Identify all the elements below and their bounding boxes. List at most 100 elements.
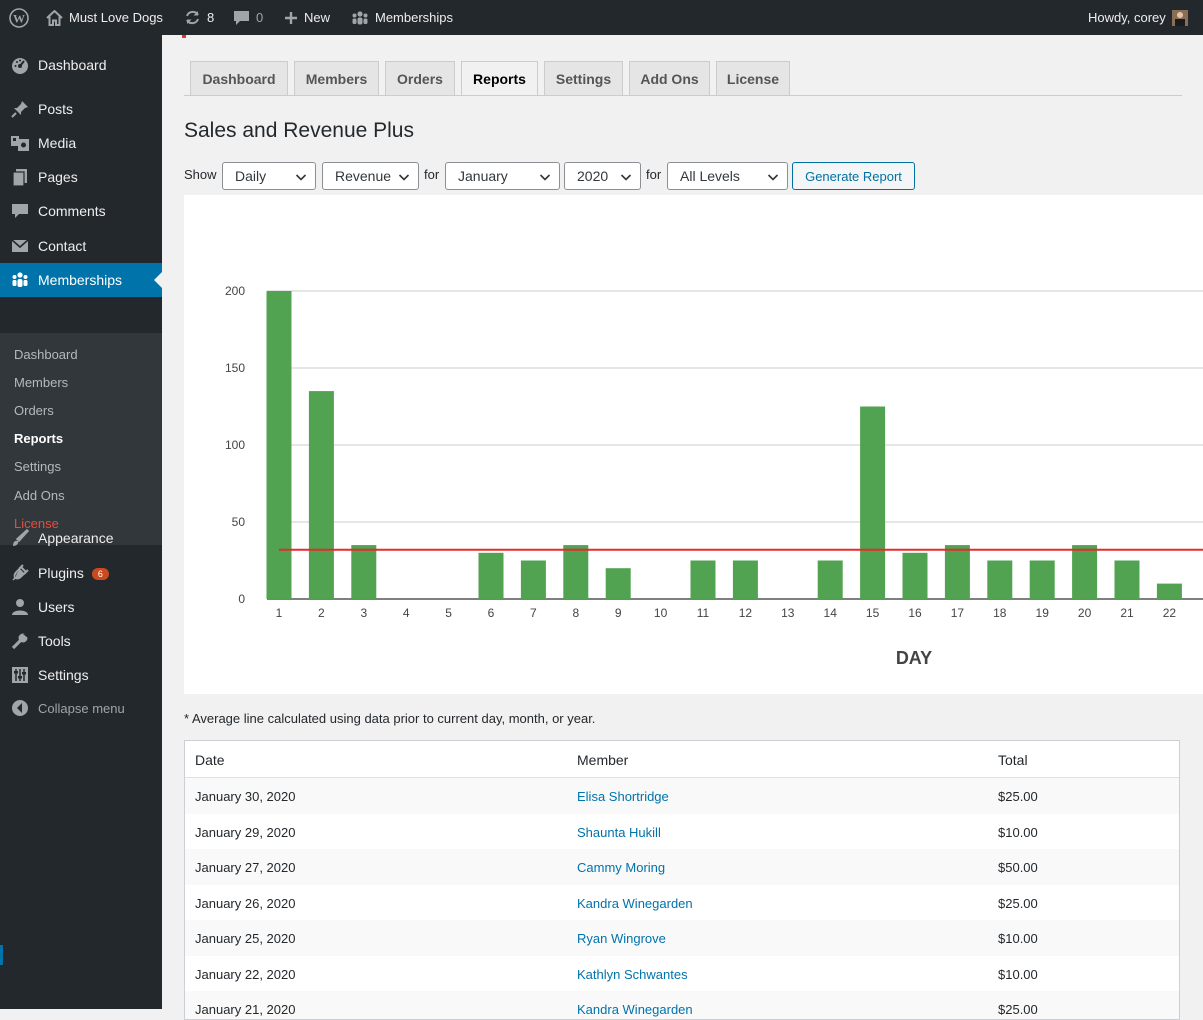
- bar: [987, 560, 1013, 599]
- my-account-link[interactable]: Howdy, corey: [1088, 0, 1188, 35]
- month-select[interactable]: January: [445, 162, 560, 190]
- year-select[interactable]: 2020: [564, 162, 641, 190]
- wordpress-logo-icon[interactable]: W: [9, 0, 29, 35]
- admin-sidebar: Dashboard Posts Media Pages Comments Con…: [0, 35, 162, 1009]
- y-tick-label: 200: [225, 284, 245, 298]
- submenu-dashboard[interactable]: Dashboard: [14, 347, 78, 362]
- comment-bubble-icon: [233, 10, 250, 26]
- notice-edge: [182, 35, 186, 38]
- svg-text:W: W: [13, 11, 25, 25]
- tab-add-ons[interactable]: Add Ons: [629, 61, 710, 96]
- tab-dashboard[interactable]: Dashboard: [190, 61, 288, 96]
- member-link[interactable]: Elisa Shortridge: [577, 789, 669, 804]
- orders-table: Date Member Total January 30, 2020 Elisa …: [184, 740, 1180, 1020]
- x-tick-label: 2: [318, 606, 325, 620]
- chevron-down-icon: [620, 170, 632, 182]
- member-link[interactable]: Kandra Winegarden: [577, 1002, 693, 1017]
- site-name-link[interactable]: Must Love Dogs: [46, 0, 163, 35]
- period-select[interactable]: Daily: [222, 162, 316, 190]
- menu-plugins[interactable]: Plugins 6: [0, 556, 162, 590]
- menu-pages[interactable]: Pages: [0, 160, 162, 194]
- member-link[interactable]: Shaunta Hukill: [577, 824, 661, 840]
- updates-link[interactable]: 8: [184, 0, 214, 35]
- menu-comments[interactable]: Comments: [0, 194, 162, 228]
- level-select[interactable]: All Levels: [667, 162, 788, 190]
- bar: [563, 545, 589, 599]
- new-content-link[interactable]: New: [284, 0, 330, 35]
- member-link[interactable]: Ryan Wingrove: [577, 931, 666, 946]
- table-header-row: Date Member Total: [185, 741, 1179, 778]
- member-link[interactable]: Kandra Winegarden: [577, 895, 693, 911]
- type-value: Revenue: [335, 168, 392, 184]
- revenue-chart: 1 2 3 4 5 6 7 8 9 10 11 12 13 14 15 16 17 18 19 20 21 22 0 50 1…: [184, 195, 1203, 694]
- chevron-down-icon: [767, 170, 779, 182]
- sidebar-edge-accent: [0, 945, 3, 965]
- submenu-members[interactable]: Members: [14, 375, 69, 390]
- comments-link[interactable]: 0: [233, 0, 263, 35]
- menu-appearance[interactable]: Appearance: [0, 521, 162, 555]
- bar: [266, 291, 292, 599]
- order-total: $10.00: [998, 824, 1038, 840]
- menu-label: Contact: [38, 238, 87, 254]
- column-header-total: Total: [998, 752, 1028, 768]
- x-tick-label: 22: [1163, 606, 1177, 620]
- column-header-date: Date: [195, 752, 225, 768]
- menu-label: Tools: [38, 633, 71, 649]
- table-row: January 30, 2020 Elisa Shortridge $25.00: [185, 778, 1179, 814]
- tab-reports[interactable]: Reports: [461, 61, 538, 96]
- menu-dashboard[interactable]: Dashboard: [0, 48, 162, 82]
- x-tick-label: 20: [1078, 606, 1092, 620]
- x-tick-label: 15: [866, 606, 880, 620]
- pin-icon: [11, 100, 29, 118]
- sliders-icon: [11, 666, 29, 684]
- member-link[interactable]: Kathlyn Schwantes: [577, 966, 688, 982]
- menu-contact[interactable]: Contact: [0, 229, 162, 263]
- menu-label: Posts: [38, 101, 74, 117]
- table-row: January 25, 2020 Ryan Wingrove $10.00: [185, 920, 1179, 956]
- order-date: January 30, 2020: [195, 789, 296, 804]
- member-link[interactable]: Cammy Moring: [577, 860, 666, 875]
- submenu-license[interactable]: License: [14, 516, 59, 531]
- bar: [605, 568, 631, 599]
- pages-icon: [11, 168, 29, 187]
- type-select[interactable]: Revenue: [322, 162, 419, 190]
- memberships-adminbar-link[interactable]: Memberships: [351, 0, 453, 35]
- groups-icon: [11, 271, 29, 289]
- submenu-reports[interactable]: Reports: [14, 431, 64, 446]
- order-date: January 21, 2020: [195, 1002, 296, 1017]
- chart-svg: 1 2 3 4 5 6 7 8 9 10 11 12 13 14 15 16 17 18 19 20 21 22 0501…: [225, 284, 1203, 668]
- bar: [351, 545, 377, 599]
- period-value: Daily: [235, 168, 267, 184]
- menu-users[interactable]: Users: [0, 590, 162, 624]
- collapse-menu-button[interactable]: Collapse menu: [0, 691, 162, 725]
- tab-license[interactable]: License: [716, 61, 790, 96]
- order-total: $10.00: [998, 966, 1038, 982]
- menu-media[interactable]: Media: [0, 126, 162, 160]
- month-value: January: [458, 168, 508, 184]
- menu-label: Comments: [38, 203, 106, 219]
- admin-bar: W Must Love Dogs 8 0 New Memberships How…: [0, 0, 1203, 35]
- x-tick-label: 21: [1120, 606, 1134, 620]
- avatar: [1171, 9, 1188, 26]
- menu-posts[interactable]: Posts: [0, 92, 162, 126]
- menu-tools[interactable]: Tools: [0, 624, 162, 658]
- generate-report-button[interactable]: Generate Report: [792, 162, 915, 190]
- tab-orders[interactable]: Orders: [385, 61, 455, 96]
- x-tick-label: 10: [654, 606, 668, 620]
- tab-members[interactable]: Members: [294, 61, 379, 96]
- chevron-down-icon: [398, 170, 410, 182]
- site-name: Must Love Dogs: [69, 10, 163, 25]
- tab-settings[interactable]: Settings: [544, 61, 623, 96]
- average-line-note: * Average line calculated using data pri…: [184, 711, 596, 726]
- submenu-add-ons[interactable]: Add Ons: [14, 488, 65, 503]
- updates-count: 8: [207, 10, 215, 25]
- menu-memberships[interactable]: Memberships: [0, 263, 162, 297]
- wrench-icon: [11, 632, 29, 650]
- x-tick-label: 14: [824, 606, 838, 620]
- submenu-settings[interactable]: Settings: [14, 459, 61, 474]
- x-tick-label: 18: [993, 606, 1007, 620]
- x-tick-label: 13: [781, 606, 795, 620]
- plugins-update-badge: 6: [91, 568, 109, 581]
- menu-settings[interactable]: Settings: [0, 658, 162, 692]
- submenu-orders[interactable]: Orders: [14, 403, 54, 418]
